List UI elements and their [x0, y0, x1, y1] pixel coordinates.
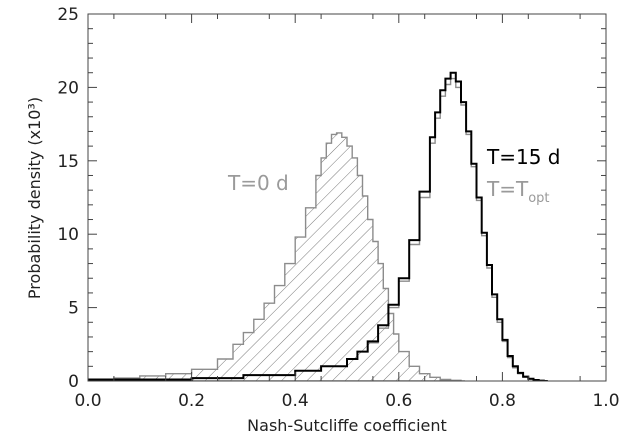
- series-layer: [88, 71, 548, 381]
- y-tick-label: 20: [57, 78, 79, 98]
- y-tick-label: 15: [57, 152, 79, 172]
- y-tick-label: 10: [57, 225, 79, 245]
- y-tick-label: 0: [68, 372, 79, 392]
- ticks-layer: 0.0 0.2 0.4 0.6 0.8 1.0 0 5 10 15 20 25: [57, 5, 619, 411]
- y-tick-label: 5: [68, 299, 79, 319]
- label-t15: T=15 d: [486, 145, 560, 169]
- label-topt-sub: opt: [528, 191, 549, 206]
- x-tick-label: 0.4: [282, 391, 309, 411]
- plot-frame: [87, 13, 607, 382]
- label-t0: T=0 d: [227, 171, 289, 195]
- label-topt: T=Topt: [486, 177, 550, 206]
- label-topt-main: T=T: [486, 177, 529, 201]
- y-axis-title: Probability density (x10³): [25, 97, 44, 299]
- x-tick-label: 0.2: [178, 391, 205, 411]
- series-t0-histogram: [88, 132, 465, 381]
- x-tick-label: 1.0: [592, 391, 619, 411]
- series-t15-histogram: [88, 71, 548, 381]
- x-tick-label: 0.0: [74, 391, 101, 411]
- y-tick-label: 25: [57, 5, 79, 25]
- x-tick-label: 0.6: [385, 391, 412, 411]
- x-tick-label: 0.8: [489, 391, 516, 411]
- x-axis-title: Nash-Sutcliffe coefficient: [247, 416, 447, 435]
